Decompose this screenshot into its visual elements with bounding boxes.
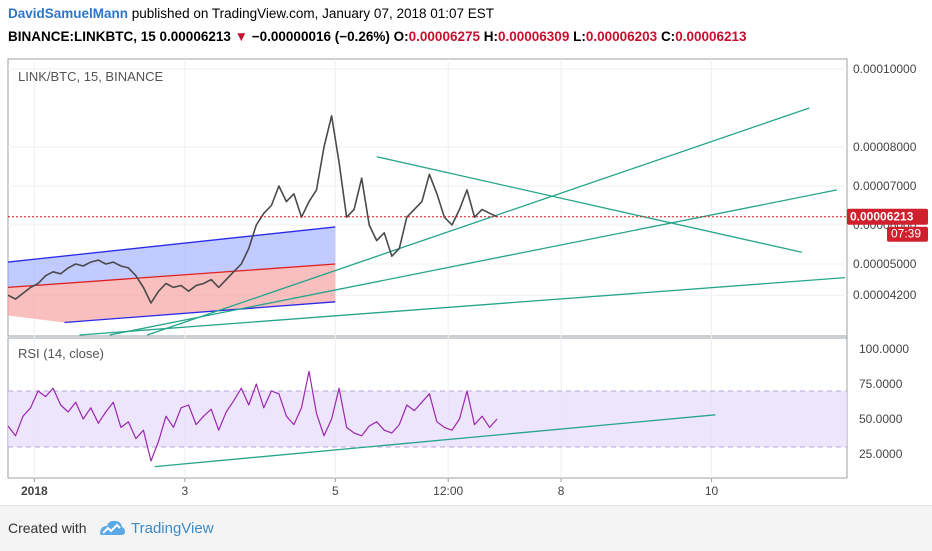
high-value: 0.00006309 [498, 29, 570, 44]
footer-bar: Created with TradingView [0, 505, 932, 551]
trendline-falling [376, 156, 802, 253]
open-label: O: [393, 29, 409, 44]
time-tick-label: 3 [181, 484, 188, 498]
price-tick-label: 0.00005000 [853, 257, 917, 271]
symbol-line: BINANCE:LINKBTC, 15 0.00006213 ▼ −0.0000… [8, 29, 747, 44]
tradingview-logo-icon[interactable] [98, 518, 126, 538]
countdown-badge [887, 226, 928, 242]
down-arrow-icon: ▼ [234, 29, 248, 44]
tradingview-brand[interactable]: TradingView [131, 520, 214, 537]
channel-middle-line [7, 263, 336, 289]
price-change: −0.00000016 (−0.26%) [251, 29, 390, 44]
last-price: 0.00006213 [159, 29, 231, 44]
price-tick-label: 0.00008000 [853, 140, 917, 154]
last-price-badge [847, 208, 928, 225]
close-value: 0.00006213 [675, 29, 747, 44]
channel-lower-line [64, 301, 336, 324]
published-text: published on TradingView.com, January 07… [128, 6, 495, 21]
time-tick-label: 10 [705, 484, 719, 498]
price-pane-title: LINK/BTC, 15, BINANCE [18, 69, 164, 84]
price-tick-label: 0.00007000 [853, 179, 917, 193]
low-label: L: [573, 29, 586, 44]
countdown-badge-text: 07:39 [891, 227, 921, 241]
price-axis-bg [847, 59, 932, 503]
rsi-band-fill [8, 391, 847, 447]
rsi-tick-label: 100.0000 [859, 342, 909, 356]
symbol-label: BINANCE:LINKBTC, 15 [8, 29, 156, 44]
price-tick-label: 0.00004200 [853, 288, 917, 302]
trendline-long [109, 189, 838, 336]
publish-line: DavidSamuelMann published on TradingView… [8, 6, 494, 21]
chart-header: DavidSamuelMann published on TradingView… [0, 0, 932, 56]
trendline-shallow [79, 277, 846, 336]
price-series-line [7, 114, 498, 304]
rsi-tick-label: 75.0000 [859, 377, 903, 391]
channel-upper-line [7, 226, 336, 263]
price-tick-label: 0.00010000 [853, 62, 917, 76]
time-tick-label: 8 [558, 484, 565, 498]
rsi-series-line [7, 370, 498, 462]
high-label: H: [483, 29, 498, 44]
time-tick-label: 5 [332, 484, 339, 498]
chart-canvas[interactable]: 0.000100000.000080000.000070000.00006000… [0, 57, 932, 505]
low-value: 0.00006203 [585, 29, 658, 44]
created-with-text: Created with [8, 520, 87, 536]
trendline-steep [146, 107, 810, 336]
open-value: 0.00006275 [408, 29, 480, 44]
rsi-trendline [154, 414, 716, 468]
channel-upper-fill [8, 226, 336, 288]
close-label: C: [660, 29, 676, 44]
last-price-badge-text: 0.00006213 [850, 210, 914, 224]
rsi-pane-title: RSI (14, close) [18, 346, 104, 361]
rsi-tick-label: 50.0000 [859, 412, 903, 426]
author-link[interactable]: DavidSamuelMann [8, 6, 129, 21]
rsi-tick-label: 25.0000 [859, 447, 903, 461]
time-tick-label: 2018 [21, 484, 48, 498]
time-tick-label: 12:00 [433, 484, 463, 498]
